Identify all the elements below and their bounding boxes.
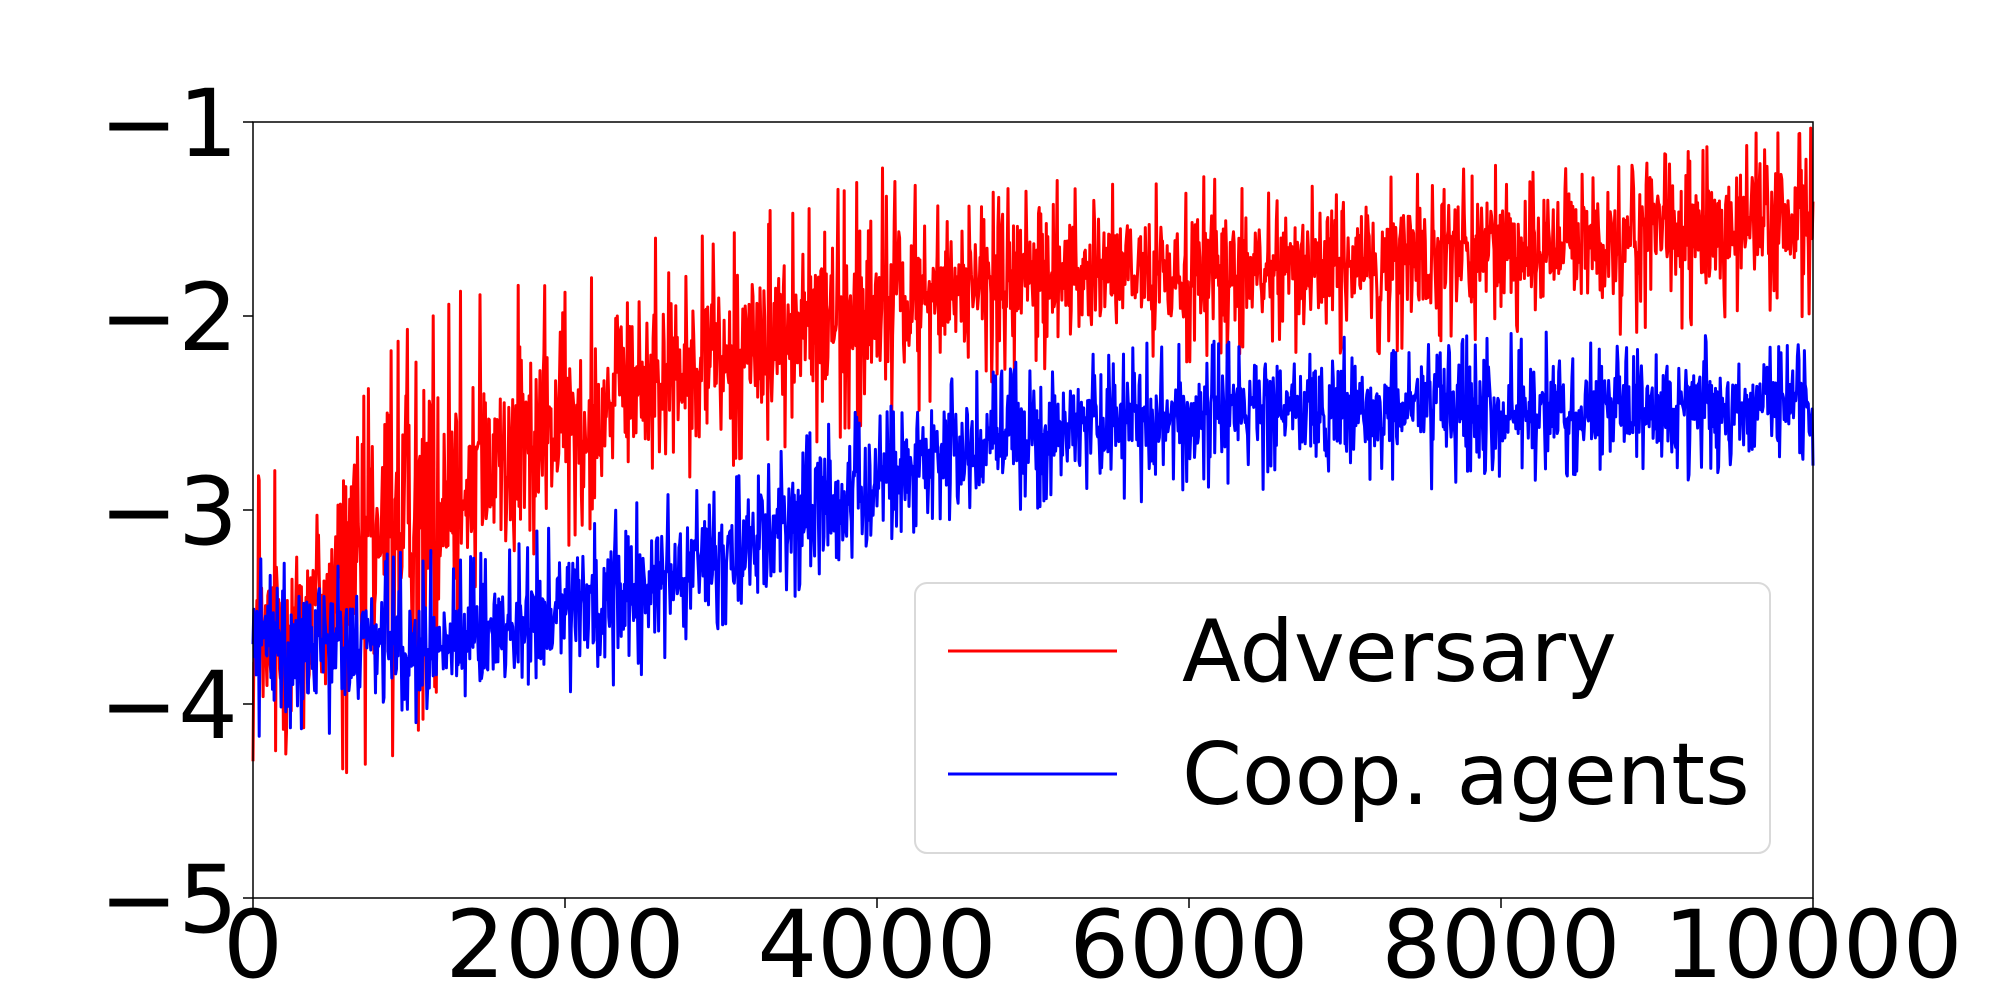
series-line-coop-agents	[251, 330, 1815, 738]
x-tick-label: 0	[223, 891, 283, 1000]
legend-label-coop-agents: Coop. agents	[1182, 725, 1750, 825]
legend: Adversary Coop. agents	[914, 582, 1771, 854]
x-axis: 0 2000 4000 6000 8000 10000	[223, 891, 1962, 1000]
y-tick-label: −4	[99, 652, 238, 761]
y-tick-label: −2	[99, 264, 238, 373]
series-layer	[251, 126, 1815, 775]
legend-box	[914, 582, 1771, 854]
x-tick-label: 8000	[1381, 891, 1620, 1000]
x-tick-label: 6000	[1069, 891, 1308, 1000]
x-tick-label: 2000	[445, 891, 684, 1000]
y-tick-label: −5	[99, 846, 238, 955]
series-line-adversary	[251, 126, 1815, 775]
y-axis: −1 −2 −3 −4 −5	[99, 70, 253, 955]
y-tick-label: −1	[99, 70, 238, 179]
x-tick-label: 10000	[1663, 891, 1962, 1000]
legend-label-adversary: Adversary	[1182, 602, 1617, 702]
x-tick-label: 4000	[757, 891, 996, 1000]
y-tick-label: −3	[99, 458, 238, 567]
